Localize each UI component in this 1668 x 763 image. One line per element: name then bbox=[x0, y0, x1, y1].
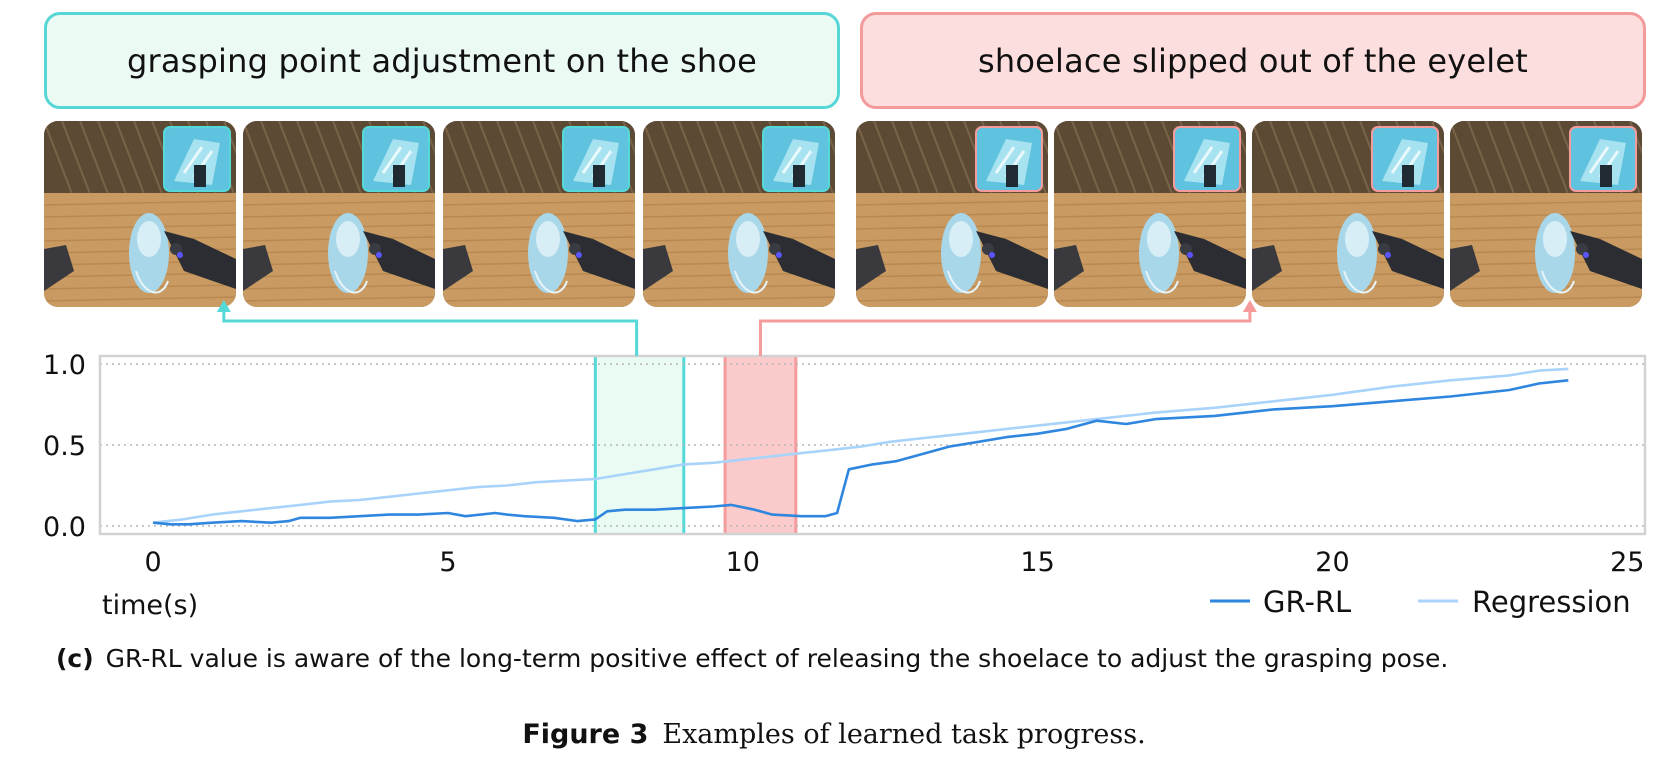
figure-text: Examples of learned task progress. bbox=[662, 719, 1146, 750]
x-tick-label: 0 bbox=[144, 547, 161, 578]
arrowhead-left bbox=[216, 300, 231, 312]
legend-label: GR-RL bbox=[1263, 585, 1351, 619]
video-frame bbox=[243, 121, 435, 307]
video-frame bbox=[1252, 121, 1444, 307]
connector-arrow-left bbox=[222, 310, 639, 356]
video-frame bbox=[1450, 121, 1642, 307]
y-tick-label: 1.0 bbox=[43, 350, 86, 381]
x-tick-label: 10 bbox=[726, 547, 760, 578]
subfigure-caption: (c) GR-RL value is aware of the long-term… bbox=[56, 644, 1448, 673]
x-tick-label: 5 bbox=[439, 547, 456, 578]
series-line-regression bbox=[152, 367, 1569, 524]
y-tick-label: 0.5 bbox=[43, 431, 86, 462]
series-line-gr-rl bbox=[152, 379, 1569, 526]
figure-label: Figure 3 bbox=[522, 719, 649, 750]
y-tick-label: 0.0 bbox=[43, 512, 86, 543]
x-tick-label: 25 bbox=[1610, 547, 1644, 578]
subfigure-label: (c) bbox=[56, 644, 94, 673]
video-frame bbox=[44, 121, 236, 307]
x-axis-label: time(s) bbox=[102, 590, 198, 621]
subfigure-text: GR-RL value is aware of the long-term po… bbox=[105, 644, 1449, 673]
progress-chart: 0.0 0.5 1.0 0 5 10 15 20 25 time(s) GR-RL Regressio… bbox=[43, 300, 1647, 621]
x-tick-label: 20 bbox=[1315, 547, 1349, 578]
figure-caption: Figure 3 Examples of learned task progres… bbox=[0, 719, 1668, 750]
banner-left: grasping point adjustment on the shoe bbox=[44, 12, 840, 109]
arrowhead-right bbox=[1242, 300, 1257, 312]
video-frame bbox=[1054, 121, 1246, 307]
plot-frame bbox=[98, 354, 1647, 536]
video-frame bbox=[643, 121, 835, 307]
video-frame bbox=[856, 121, 1048, 307]
legend-label: Regression bbox=[1472, 585, 1631, 619]
video-frame bbox=[443, 121, 635, 307]
x-tick-label: 15 bbox=[1020, 547, 1054, 578]
banner-right: shoelace slipped out of the eyelet bbox=[860, 12, 1646, 109]
connector-arrow-right bbox=[758, 310, 1252, 356]
